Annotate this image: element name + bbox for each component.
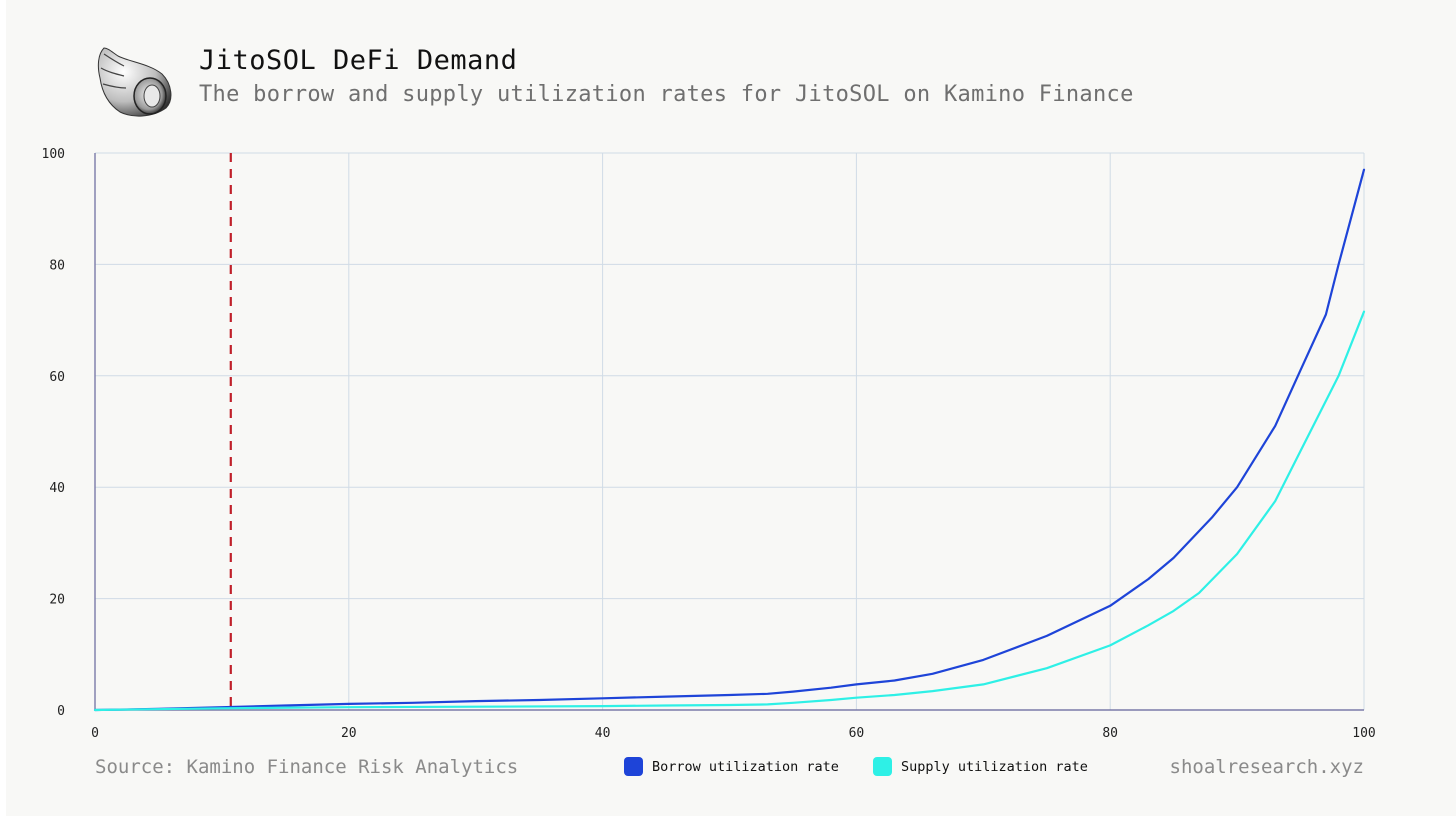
y-tick-label-60: 60: [49, 370, 65, 385]
grid-lines: [95, 152, 1365, 710]
x-tick-label-100: 100: [1352, 726, 1375, 741]
tick-labels: 0 20 40 60 80 100 0 20 40 60 80 100: [42, 147, 1376, 741]
legend-label-borrow: Borrow utilization rate: [652, 758, 839, 775]
x-tick-label-0: 0: [91, 726, 99, 741]
y-tick-label-100: 100: [42, 147, 65, 162]
seashell-icon: [94, 44, 174, 120]
legend-label-supply: Supply utilization rate: [900, 758, 1088, 775]
x-tick-label-80: 80: [1102, 726, 1118, 741]
source-note: Source: Kamino Finance Risk Analytics: [95, 756, 519, 778]
legend-swatch-borrow: [624, 757, 643, 776]
x-tick-label-60: 60: [849, 726, 865, 741]
series-line-0: [93, 168, 1366, 712]
site-url: shoalresearch.xyz: [1169, 756, 1364, 778]
series-line-1: [93, 310, 1366, 712]
y-tick-label-80: 80: [49, 258, 65, 273]
legend-swatch-supply: [872, 757, 892, 776]
y-tick-label-20: 20: [49, 593, 65, 608]
chart-title: JitoSOL DeFi Demand: [199, 45, 518, 76]
chart-card: JitoSOL DeFi Demand The borrow and suppl…: [6, 0, 1456, 816]
x-tick-label-40: 40: [595, 726, 611, 741]
chart-subtitle: The borrow and supply utilization rates …: [199, 82, 1134, 107]
y-tick-label-0: 0: [57, 704, 65, 719]
legend-item-supply[interactable]: Supply utilization rate: [872, 757, 1088, 776]
legend-item-borrow[interactable]: Borrow utilization rate: [624, 757, 839, 776]
series-layer: [93, 168, 1366, 712]
x-tick-label-20: 20: [341, 726, 357, 741]
axes: [94, 153, 1364, 711]
y-tick-label-40: 40: [49, 481, 65, 496]
legend: Borrow utilization rate Supply utilizati…: [624, 757, 1122, 776]
